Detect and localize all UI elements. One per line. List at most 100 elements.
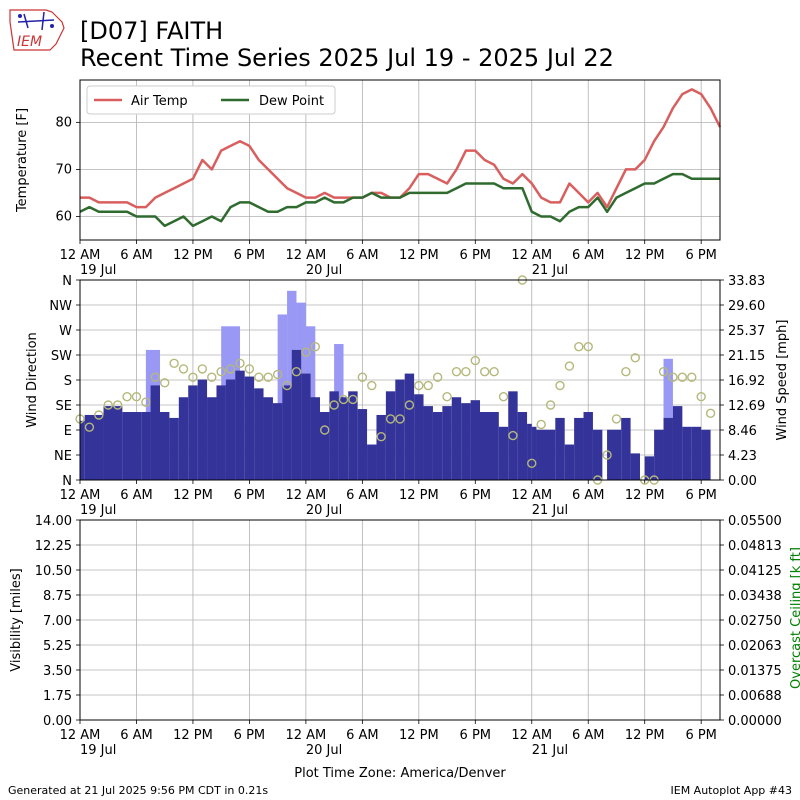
x-date-label: 20 Jul: [306, 263, 342, 278]
chart-title: [D07] FAITH: [80, 17, 224, 45]
direction-tick-label: SE: [56, 399, 72, 414]
wind-direction-marker: [122, 391, 132, 402]
wind-direction-marker: [141, 397, 151, 407]
wind-direction-marker: [498, 391, 509, 402]
direction-tick-label: N: [62, 474, 72, 489]
wind-direction-marker: [112, 400, 123, 410]
speed-tick-label: 29.60: [728, 299, 765, 314]
speed-tick-label: 25.37: [728, 324, 765, 339]
x-date-label: 20 Jul: [306, 503, 342, 518]
wind-direction-marker: [470, 355, 480, 366]
x-tick-label: 12 AM: [511, 728, 552, 743]
wind-speed-bar: [272, 403, 283, 480]
speed-tick-label: 8.46: [728, 424, 757, 439]
x-tick-label: 6 PM: [460, 488, 491, 503]
wind-direction-marker: [282, 380, 292, 391]
y2-tick-label: 0.04125: [728, 564, 782, 579]
wind-speed-bar: [404, 373, 415, 480]
wind-speed-bar: [654, 429, 664, 480]
y-axis-label: Temperature [F]: [15, 108, 30, 213]
x-tick-label: 6 AM: [120, 728, 153, 743]
wind-speed-bar: [216, 385, 226, 480]
wind-direction-marker: [705, 408, 716, 419]
x-date-label: 20 Jul: [306, 743, 342, 758]
x-tick-label: 12 PM: [625, 728, 665, 743]
wind-speed-bar: [461, 403, 471, 480]
wind-direction-marker: [338, 394, 349, 405]
wind-speed-bar: [178, 397, 189, 480]
wind-direction-marker: [197, 364, 208, 374]
iem-logo: IEM: [6, 6, 68, 52]
x-date-label: 19 Jul: [80, 743, 116, 758]
legend-label-air-temp: Air Temp: [131, 94, 188, 109]
wind-speed-bar: [160, 412, 170, 480]
y-tick-label: 60: [55, 209, 72, 224]
y-tick-label: 70: [55, 162, 72, 177]
wind-direction-marker: [489, 366, 499, 377]
wind-speed-bar: [442, 406, 452, 480]
wind-direction-marker: [527, 458, 537, 469]
plot-frame: [79, 279, 721, 481]
chart-subtitle: Recent Time Series 2025 Jul 19 - 2025 Ju…: [80, 44, 614, 72]
wind-speed-bar: [583, 412, 593, 480]
wind-direction-marker: [94, 410, 104, 420]
wind-speed-bar: [320, 412, 330, 480]
wind-speed-bar: [122, 412, 142, 480]
x-tick-label: 12 AM: [285, 728, 326, 743]
wind-direction-marker: [583, 341, 593, 352]
y2-tick-label: 0.00688: [728, 689, 782, 704]
wind-direction-marker: [621, 366, 631, 377]
wind-direction-marker: [348, 394, 358, 405]
speed-tick-label: 16.92: [728, 374, 765, 389]
x-tick-label: 6 AM: [120, 488, 153, 503]
x-tick-label: 12 PM: [173, 248, 213, 263]
x-tick-label: 6 PM: [234, 728, 265, 743]
wind-direction-marker: [442, 391, 452, 402]
wind-speed-bar: [282, 385, 292, 480]
wind-speed-bar: [254, 388, 264, 480]
wind-speed-bar: [672, 406, 683, 480]
wind-speed-bar: [574, 417, 584, 480]
direction-tick-label: N: [62, 274, 72, 289]
generated-note: Generated at 21 Jul 2025 9:56 PM CDT in …: [8, 784, 269, 797]
wind-speed-bar: [84, 414, 104, 480]
wind-direction-marker: [423, 380, 433, 391]
speed-tick-label: 21.15: [728, 349, 765, 364]
wind-speed-bar: [103, 406, 123, 480]
wind-speed-bar: [188, 385, 198, 480]
x-tick-label: 12 PM: [399, 488, 439, 503]
plot-frame: [79, 519, 721, 721]
wind-direction-marker: [687, 372, 697, 382]
x-date-label: 21 Jul: [532, 503, 568, 518]
y-tick-label: 5.25: [43, 639, 72, 654]
speed-tick-label: 12.69: [728, 399, 765, 414]
x-tick-label: 6 AM: [346, 488, 379, 503]
x-tick-label: 12 AM: [511, 488, 552, 503]
wind-direction-marker: [131, 391, 142, 402]
wind-speed-bar: [291, 349, 302, 480]
wind-speed-bar: [150, 385, 160, 480]
direction-tick-label: W: [59, 324, 72, 339]
wind-direction-marker: [574, 341, 584, 352]
wind-direction-marker: [385, 414, 396, 424]
wind-speed-bar: [451, 397, 462, 480]
x-tick-label: 12 AM: [60, 728, 101, 743]
wind-speed-bar: [644, 456, 655, 480]
wind-speed-bar: [207, 397, 217, 480]
speed-tick-label: 33.83: [728, 274, 765, 289]
wind-speed-bar: [663, 417, 673, 480]
wind-speed-bar: [385, 391, 396, 480]
wind-speed-bar: [470, 400, 480, 480]
x-tick-label: 6 AM: [572, 248, 605, 263]
wind-speed-bar: [564, 444, 575, 480]
x-tick-label: 12 PM: [173, 728, 213, 743]
wind-direction-marker: [508, 430, 518, 441]
wind-direction-marker: [536, 419, 546, 430]
x-tick-label: 12 AM: [60, 488, 101, 503]
wind-speed-bar: [169, 417, 179, 480]
wind-direction-marker: [404, 400, 415, 410]
wind-speed-bar: [348, 391, 358, 480]
y-tick-label: 0.00: [43, 714, 72, 729]
y-tick-label: 3.50: [43, 664, 72, 679]
wind-speed-bar: [301, 373, 311, 480]
